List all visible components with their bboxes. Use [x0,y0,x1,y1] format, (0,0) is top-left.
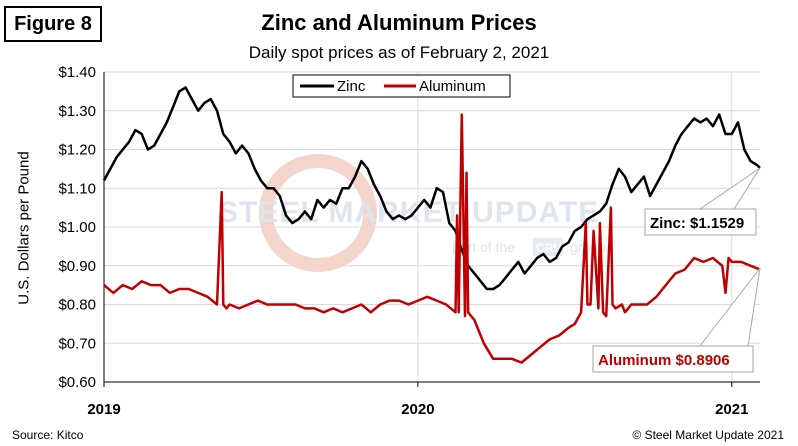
chart-subtitle: Daily spot prices as of February 2, 2021 [248,43,550,62]
axes [103,72,760,387]
aluminum-line [103,113,761,364]
y-tick-label: $1.10 [58,180,96,197]
figure-label: Figure 8 [4,6,102,42]
y-tick-label: $1.40 [58,64,96,81]
x-tick-label: 2021 [715,401,748,418]
aluminum-callout-text: Aluminum $0.8906 [598,352,730,369]
y-tick-label: $0.70 [58,335,96,352]
tick-labels: $0.60 $0.70 $0.80 $0.90 $1.00 $1.10 $1.20 $1.30… [58,64,748,418]
legend: Zinc Aluminum [292,74,511,98]
zinc-callout-box [644,208,757,236]
y-tick-label: $1.30 [58,103,96,120]
zinc-callout-text: Zinc: $1.1529 [650,215,744,232]
legend-label-aluminum: Aluminum [419,78,486,95]
series-lines [102,86,761,364]
y-tick-label: $1.20 [58,142,96,159]
y-tick-label: $0.60 [58,374,96,391]
watermark-logo-icon [259,154,377,272]
y-tick-label: $0.90 [58,258,96,275]
source-note: Source: Kitco [12,428,84,442]
x-tick-label: 2020 [401,401,434,418]
legend-label-zinc: Zinc [337,78,366,95]
zinc-line [102,86,761,291]
watermark-brand: STEEL MARKET UPDATE [218,196,599,229]
chart-title: Zinc and Aluminum Prices [261,10,537,35]
zinc-callout-pointer [699,167,761,210]
callouts: Zinc: $1.1529 Aluminum $0.8906 [592,167,761,373]
aluminum-callout-box [592,345,754,373]
copyright-note: © Steel Market Update 2021 [632,428,784,442]
watermark-badge-box [533,238,563,256]
watermark-tagline-suffix: group [570,239,606,255]
x-tick-label: 2019 [87,401,120,418]
watermark-badge: CRU [536,241,562,255]
y-tick-label: $1.00 [58,219,96,236]
y-tick-label: $0.80 [58,297,96,314]
aluminum-callout-pointer [699,267,761,347]
